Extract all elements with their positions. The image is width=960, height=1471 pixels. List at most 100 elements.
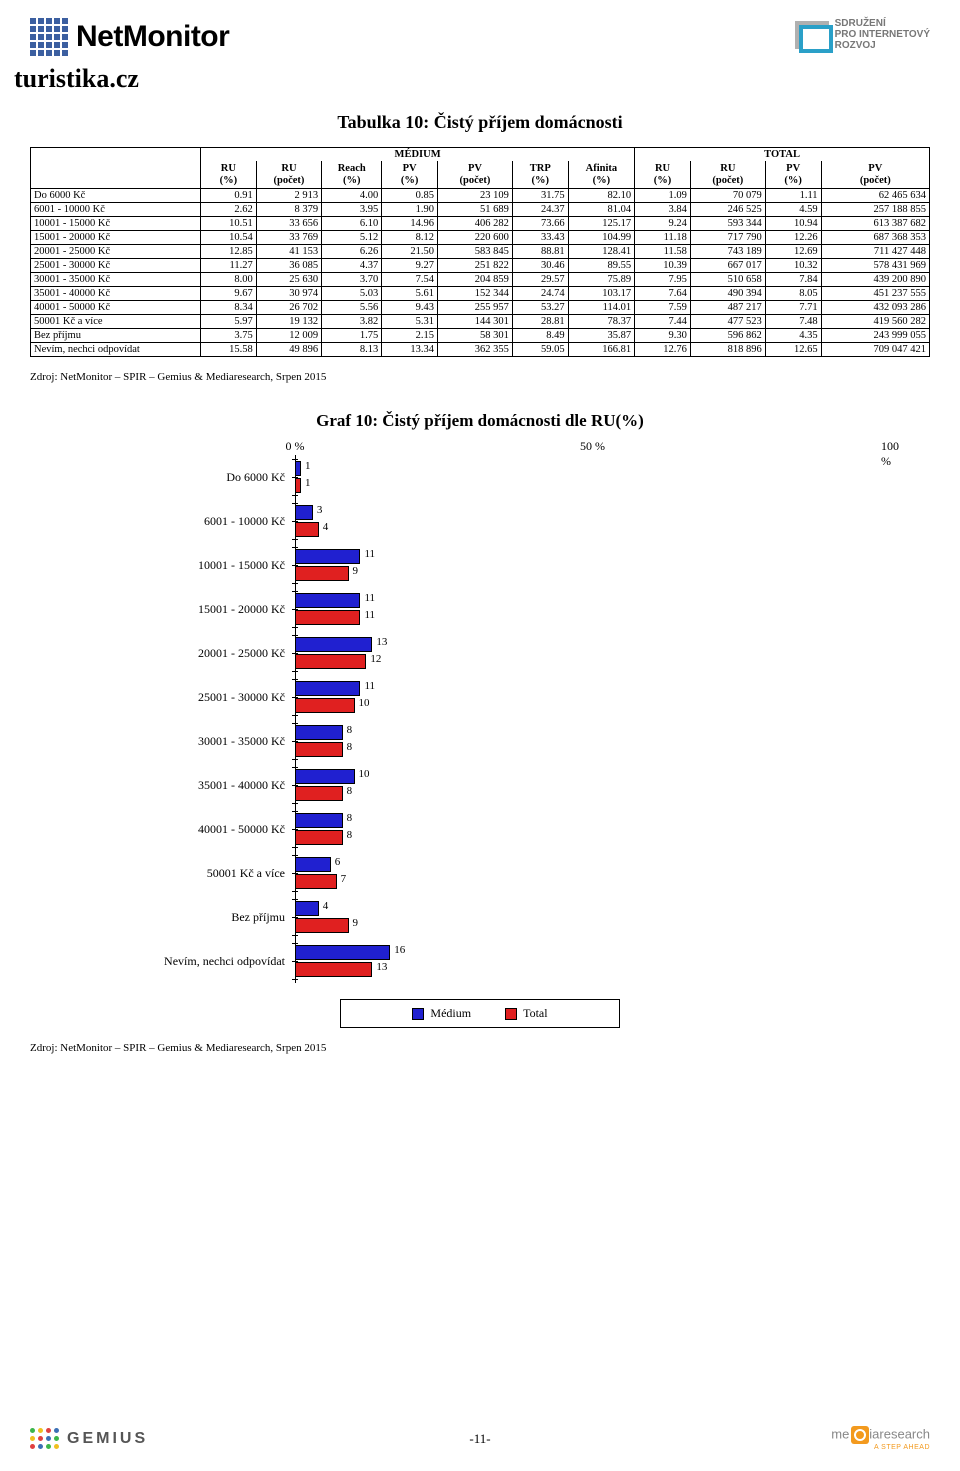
cell-value: 7.44 bbox=[635, 315, 691, 329]
cell-value: 7.54 bbox=[382, 273, 438, 287]
bar-medium bbox=[295, 813, 343, 828]
cell-value: 58 301 bbox=[438, 329, 513, 343]
cell-value: 59.05 bbox=[512, 343, 568, 357]
cell-value: 490 394 bbox=[690, 287, 765, 301]
col-header: PV(%) bbox=[765, 161, 821, 189]
row-label: 10001 - 15000 Kč bbox=[31, 217, 201, 231]
bar-medium-value: 16 bbox=[394, 944, 405, 956]
cell-value: 89.55 bbox=[568, 259, 634, 273]
cell-value: 9.43 bbox=[382, 301, 438, 315]
netmonitor-logo-text: NetMonitor bbox=[76, 20, 229, 54]
cell-value: 70 079 bbox=[690, 189, 765, 203]
cell-value: 243 999 055 bbox=[821, 329, 929, 343]
cell-value: 88.81 bbox=[512, 245, 568, 259]
cell-value: 818 896 bbox=[690, 343, 765, 357]
bar-total-value: 8 bbox=[347, 785, 353, 797]
cell-value: 103.17 bbox=[568, 287, 634, 301]
bar-total-value: 9 bbox=[353, 917, 359, 929]
cell-value: 9.24 bbox=[635, 217, 691, 231]
bar-medium-value: 11 bbox=[364, 548, 375, 560]
cell-value: 13.34 bbox=[382, 343, 438, 357]
cell-value: 51 689 bbox=[438, 203, 513, 217]
cell-value: 7.64 bbox=[635, 287, 691, 301]
cell-value: 3.95 bbox=[322, 203, 382, 217]
table-row: 25001 - 30000 Kč11.2736 0854.379.27251 8… bbox=[31, 259, 930, 273]
cell-value: 35.87 bbox=[568, 329, 634, 343]
chart-row-label: 10001 - 15000 Kč bbox=[70, 558, 295, 573]
bar-total bbox=[295, 478, 301, 493]
cell-value: 709 047 421 bbox=[821, 343, 929, 357]
cell-value: 220 600 bbox=[438, 231, 513, 245]
cell-value: 7.71 bbox=[765, 301, 821, 315]
cell-value: 432 093 286 bbox=[821, 301, 929, 315]
cell-value: 12.76 bbox=[635, 343, 691, 357]
chart-row: Do 6000 Kč11 bbox=[70, 455, 890, 499]
cell-value: 7.59 bbox=[635, 301, 691, 315]
table-row: 40001 - 50000 Kč8.3426 7025.569.43255 95… bbox=[31, 301, 930, 315]
bar-medium-value: 11 bbox=[364, 592, 375, 604]
gemius-text: GEMIUS bbox=[67, 1430, 148, 1448]
cell-value: 257 188 855 bbox=[821, 203, 929, 217]
bar-total-value: 13 bbox=[376, 961, 387, 973]
bar-total-value: 1 bbox=[305, 477, 311, 489]
cell-value: 12 009 bbox=[256, 329, 321, 343]
chart-row-label: Nevím, nechci odpovídat bbox=[70, 954, 295, 969]
cell-value: 6.10 bbox=[322, 217, 382, 231]
bar-medium bbox=[295, 725, 343, 740]
cell-value: 8.13 bbox=[322, 343, 382, 357]
cell-value: 477 523 bbox=[690, 315, 765, 329]
spir-line1: SDRUŽENÍ bbox=[835, 18, 930, 29]
cell-value: 152 344 bbox=[438, 287, 513, 301]
bar-medium-value: 8 bbox=[347, 724, 353, 736]
chart-row-label: 6001 - 10000 Kč bbox=[70, 514, 295, 529]
spir-line3: ROZVOJ bbox=[835, 40, 930, 51]
cell-value: 8.00 bbox=[201, 273, 257, 287]
chart-row-bars: 1111 bbox=[295, 589, 890, 629]
row-label: 35001 - 40000 Kč bbox=[31, 287, 201, 301]
cell-value: 8.49 bbox=[512, 329, 568, 343]
table-source: Zdroj: NetMonitor – SPIR – Gemius & Medi… bbox=[30, 371, 960, 383]
cell-value: 82.10 bbox=[568, 189, 634, 203]
cell-value: 23 109 bbox=[438, 189, 513, 203]
table-row: Nevím, nechci odpovídat15.5849 8968.1313… bbox=[31, 343, 930, 357]
cell-value: 1.75 bbox=[322, 329, 382, 343]
bar-medium bbox=[295, 769, 355, 784]
chart-row-label: 50001 Kč a více bbox=[70, 866, 295, 881]
cell-value: 7.95 bbox=[635, 273, 691, 287]
row-label: 25001 - 30000 Kč bbox=[31, 259, 201, 273]
cell-value: 11.58 bbox=[635, 245, 691, 259]
cell-value: 3.82 bbox=[322, 315, 382, 329]
chart-row: 15001 - 20000 Kč1111 bbox=[70, 587, 890, 631]
cell-value: 14.96 bbox=[382, 217, 438, 231]
chart-row: 40001 - 50000 Kč88 bbox=[70, 807, 890, 851]
row-label: 15001 - 20000 Kč bbox=[31, 231, 201, 245]
cell-value: 8.12 bbox=[382, 231, 438, 245]
chart-row: 30001 - 35000 Kč88 bbox=[70, 719, 890, 763]
table-row: 50001 Kč a více5.9719 1323.825.31144 301… bbox=[31, 315, 930, 329]
cell-value: 33 656 bbox=[256, 217, 321, 231]
cell-value: 11.27 bbox=[201, 259, 257, 273]
cell-value: 439 200 890 bbox=[821, 273, 929, 287]
income-table: MÉDIUM TOTAL RU(%)RU(počet)Reach(%)PV(%)… bbox=[30, 147, 930, 357]
chart-legend: Médium Total bbox=[340, 999, 620, 1028]
bar-medium bbox=[295, 549, 360, 564]
gemius-dots-icon bbox=[30, 1428, 59, 1449]
bar-total bbox=[295, 830, 343, 845]
cell-value: 21.50 bbox=[382, 245, 438, 259]
bar-medium bbox=[295, 901, 319, 916]
bar-total bbox=[295, 874, 337, 889]
legend-medium: Médium bbox=[412, 1006, 471, 1021]
group-total: TOTAL bbox=[635, 148, 930, 162]
row-label: 20001 - 25000 Kč bbox=[31, 245, 201, 259]
group-medium: MÉDIUM bbox=[201, 148, 635, 162]
cell-value: 10.39 bbox=[635, 259, 691, 273]
cell-value: 255 957 bbox=[438, 301, 513, 315]
chart-row-bars: 88 bbox=[295, 721, 890, 761]
cell-value: 12.85 bbox=[201, 245, 257, 259]
bar-total bbox=[295, 786, 343, 801]
cell-value: 11.18 bbox=[635, 231, 691, 245]
cell-value: 667 017 bbox=[690, 259, 765, 273]
cell-value: 9.27 bbox=[382, 259, 438, 273]
cell-value: 10.32 bbox=[765, 259, 821, 273]
cell-value: 687 368 353 bbox=[821, 231, 929, 245]
